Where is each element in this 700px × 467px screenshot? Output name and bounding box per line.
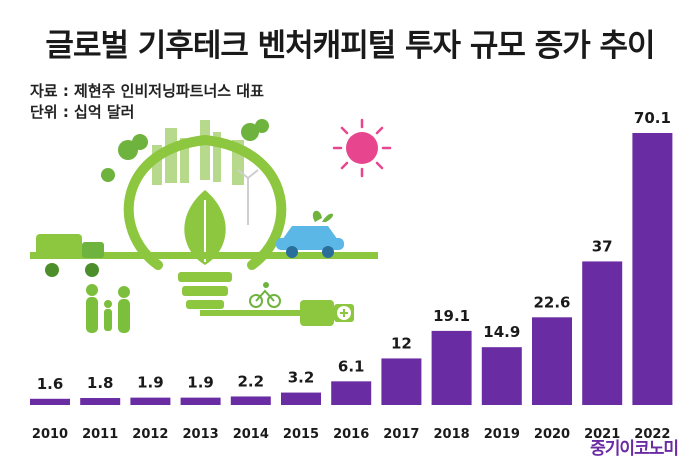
- value-label-2018: 19.1: [433, 307, 470, 325]
- year-label-2014: 2014: [233, 427, 269, 442]
- value-label-2021: 37: [592, 237, 613, 255]
- unit-note: 단위 : 십억 달러: [30, 103, 135, 121]
- year-label-2018: 2018: [434, 427, 470, 442]
- year-label-2016: 2016: [333, 427, 369, 442]
- source-note: 자료 : 제현주 인비저닝파트너스 대표: [30, 82, 264, 100]
- year-label-2015: 2015: [283, 427, 319, 442]
- year-label-2022: 2022: [634, 427, 670, 442]
- bar-2013: [180, 397, 221, 405]
- value-label-2012: 1.9: [137, 374, 164, 392]
- bar-2020: [532, 317, 572, 405]
- year-label-2021: 2021: [584, 427, 620, 442]
- year-label-2012: 2012: [132, 427, 168, 442]
- bar-2019: [481, 347, 522, 405]
- value-label-2017: 12: [391, 334, 412, 352]
- year-label-2019: 2019: [484, 427, 520, 442]
- bar-2014: [230, 396, 271, 405]
- value-label-2020: 22.6: [533, 293, 570, 311]
- year-label-2020: 2020: [534, 427, 570, 442]
- year-label-2011: 2011: [82, 427, 118, 442]
- bar-2015: [281, 392, 321, 405]
- bar-2016: [331, 381, 372, 405]
- year-label-2017: 2017: [383, 427, 419, 442]
- bar-2012: [130, 397, 171, 405]
- value-label-2022: 70.1: [634, 109, 671, 127]
- publisher-logo: 중기이코노미: [590, 439, 679, 459]
- bar-2010: [30, 398, 70, 405]
- bar-2017: [381, 358, 422, 405]
- year-label-2013: 2013: [183, 427, 219, 442]
- value-label-2010: 1.6: [37, 375, 64, 393]
- chart-title: 글로벌 기후테크 벤처캐피털 투자 규모 증가 추이: [45, 28, 655, 64]
- year-label-2010: 2010: [32, 427, 68, 442]
- bar-2022: [632, 133, 673, 405]
- bar-2021: [582, 261, 623, 405]
- value-label-2013: 1.9: [187, 374, 214, 392]
- value-label-2011: 1.8: [87, 374, 114, 392]
- bar-2018: [431, 330, 472, 405]
- value-label-2015: 3.2: [288, 369, 315, 387]
- value-label-2014: 2.2: [238, 372, 265, 390]
- bar-2011: [80, 398, 121, 405]
- value-label-2019: 14.9: [483, 323, 520, 341]
- value-label-2016: 6.1: [338, 357, 365, 375]
